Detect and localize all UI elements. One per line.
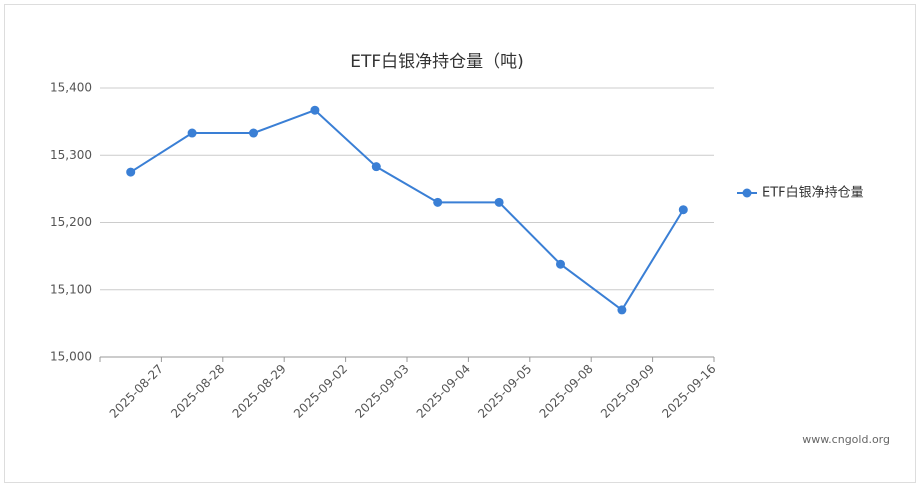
point: [310, 105, 320, 115]
chart-title: ETF白银净持仓量（吨): [350, 52, 524, 72]
y-tick-label: 15,400: [50, 81, 92, 95]
watermark: www.cngold.org: [802, 433, 890, 446]
point: [249, 128, 258, 138]
legend-label: ETF白银净持仓量: [762, 185, 864, 201]
legend-marker: [742, 188, 752, 198]
point: [371, 162, 381, 172]
line: [130, 109, 685, 312]
y-tick-label: 15,300: [50, 148, 92, 162]
point: [187, 128, 197, 138]
frame: [4, 4, 916, 483]
y-tick-label: 15,200: [50, 215, 92, 229]
point: [556, 259, 565, 269]
point: [126, 167, 136, 177]
point: [617, 305, 627, 315]
point: [494, 197, 504, 207]
point: [678, 205, 688, 215]
y-tick-label: 15,100: [50, 282, 92, 296]
point: [433, 197, 443, 207]
y-tick-label: 15,000: [50, 350, 92, 364]
